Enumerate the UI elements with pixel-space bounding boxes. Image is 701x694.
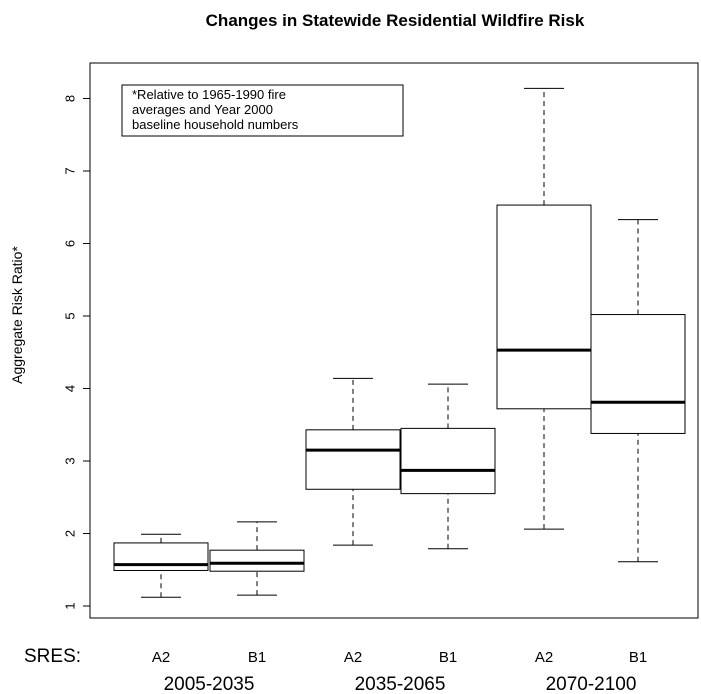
category-label: B1 — [629, 649, 647, 666]
sres-label: SRES: — [24, 646, 81, 667]
box-a2-2035-2065 — [305, 377, 401, 546]
y-tick-label: 2 — [63, 530, 78, 537]
category-labels: A2 B1 A2 B1 A2 B1 — [152, 649, 647, 666]
iqr-box — [590, 314, 686, 434]
annotation-box: *Relative to 1965-1990 fire averages and… — [121, 84, 404, 137]
boxes — [113, 87, 686, 598]
y-tick-label: 4 — [63, 385, 78, 392]
annotation-line-1: *Relative to 1965-1990 fire — [132, 87, 286, 102]
category-label: A2 — [535, 649, 553, 666]
chart-title: Changes in Statewide Residential Wildfir… — [206, 11, 585, 30]
y-tick-label: 5 — [63, 312, 78, 319]
box-a2-2070-2100 — [496, 87, 592, 530]
y-tick-label: 1 — [63, 602, 78, 609]
y-axis-label: Aggregate Risk Ratio* — [9, 246, 25, 384]
box-a2-2005-2035 — [113, 533, 209, 598]
y-axis: 1 2 3 4 5 6 7 8 — [63, 95, 90, 610]
y-tick-label: 8 — [63, 95, 78, 102]
plot-area-border — [89, 62, 699, 619]
period-label: 2005-2035 — [164, 674, 255, 694]
period-label: 2035-2065 — [355, 674, 446, 694]
y-tick-label: 6 — [63, 240, 78, 247]
annotation-border — [121, 84, 404, 137]
category-label: B1 — [439, 649, 457, 666]
box-b1-2035-2065 — [400, 383, 496, 550]
category-label: B1 — [248, 649, 266, 666]
iqr-box — [209, 549, 305, 572]
period-label: 2070-2100 — [546, 674, 637, 694]
box-b1-2005-2035 — [209, 521, 305, 596]
annotation-line-3: baseline household numbers — [132, 117, 299, 132]
iqr-box — [113, 542, 209, 571]
iqr-box — [400, 427, 496, 495]
category-label: A2 — [152, 649, 170, 666]
period-labels: 2005-2035 2035-2065 2070-2100 — [164, 674, 637, 694]
iqr-box — [496, 204, 592, 410]
y-tick-label: 7 — [63, 167, 78, 174]
annotation-line-2: averages and Year 2000 — [132, 102, 273, 117]
iqr-box — [305, 429, 401, 490]
category-label: A2 — [344, 649, 362, 666]
box-b1-2070-2100 — [590, 219, 686, 563]
y-tick-label: 3 — [63, 457, 78, 464]
